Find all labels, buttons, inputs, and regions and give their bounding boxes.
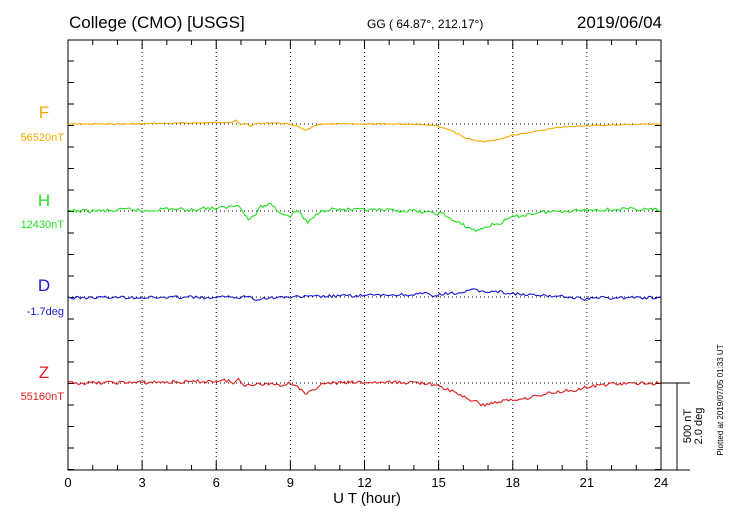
grid: [141, 40, 588, 470]
series-name-Z: Z: [39, 363, 49, 382]
x-tick-label: 12: [357, 475, 371, 490]
coordinates-label: GG ( 64.87°, 212.17°): [367, 17, 483, 31]
x-tick-label: 21: [580, 475, 594, 490]
series-line-Z: [67, 377, 662, 407]
plotted-at-note: Plotted at 2019/07/05 01:33 UT: [716, 344, 725, 455]
scale-label-nt: 500 nT: [682, 409, 694, 444]
x-tick-labels: 0 3 6 9 12 15 18 21 24: [64, 475, 668, 490]
series-name-D: D: [38, 276, 50, 295]
series-name-H: H: [38, 191, 50, 210]
date-label: 2019/06/04: [577, 13, 662, 32]
x-tick-label: 3: [139, 475, 146, 490]
series-baseline-H: 12430nT: [21, 219, 65, 231]
series-lines: [67, 119, 662, 407]
series-baseline-D: -1.7deg: [27, 306, 64, 318]
series-baseline-F: 56520nT: [21, 132, 65, 144]
x-tick-label: 15: [431, 475, 445, 490]
series-line-F: [67, 119, 662, 143]
series-line-D: [67, 288, 662, 301]
series-labels: F 56520nT H 12430nT D -1.7deg Z 55160nT: [21, 103, 65, 403]
series-name-F: F: [39, 103, 49, 122]
x-axis-label: U T (hour): [333, 490, 401, 507]
series-line-H: [67, 202, 662, 233]
scale-bar: 500 nT 2.0 deg: [661, 382, 705, 471]
station-title: College (CMO) [USGS]: [69, 13, 245, 32]
x-tick-label: 6: [213, 475, 220, 490]
scale-label-deg: 2.0 deg: [693, 408, 705, 445]
x-tick-label: 24: [654, 475, 668, 490]
series-baseline-Z: 55160nT: [21, 391, 65, 403]
x-tick-label: 9: [287, 475, 294, 490]
x-tick-label: 0: [64, 475, 71, 490]
x-tick-label: 18: [506, 475, 520, 490]
